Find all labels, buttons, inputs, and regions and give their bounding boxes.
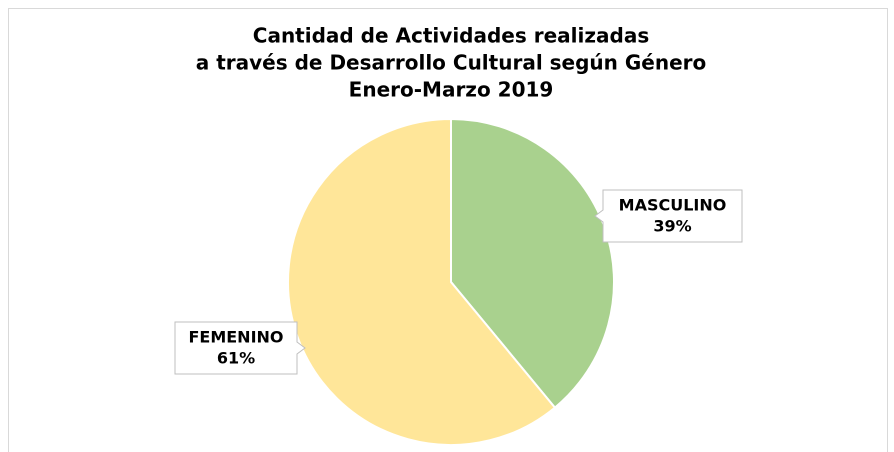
data-label-box [174, 321, 306, 375]
pie-slice [287, 117, 557, 446]
data-label-box [594, 189, 743, 243]
data-label-name: MASCULINO [619, 196, 727, 215]
data-label-value: 39% [653, 217, 691, 236]
chart-title: Cantidad de Actividades realizadas [253, 24, 649, 48]
chart-title: Enero-Marzo 2019 [349, 78, 554, 102]
data-label-value: 61% [217, 349, 255, 368]
data-label-name: FEMENINO [188, 328, 283, 347]
chart-title: a través de Desarrollo Cultural según Gé… [196, 51, 707, 75]
